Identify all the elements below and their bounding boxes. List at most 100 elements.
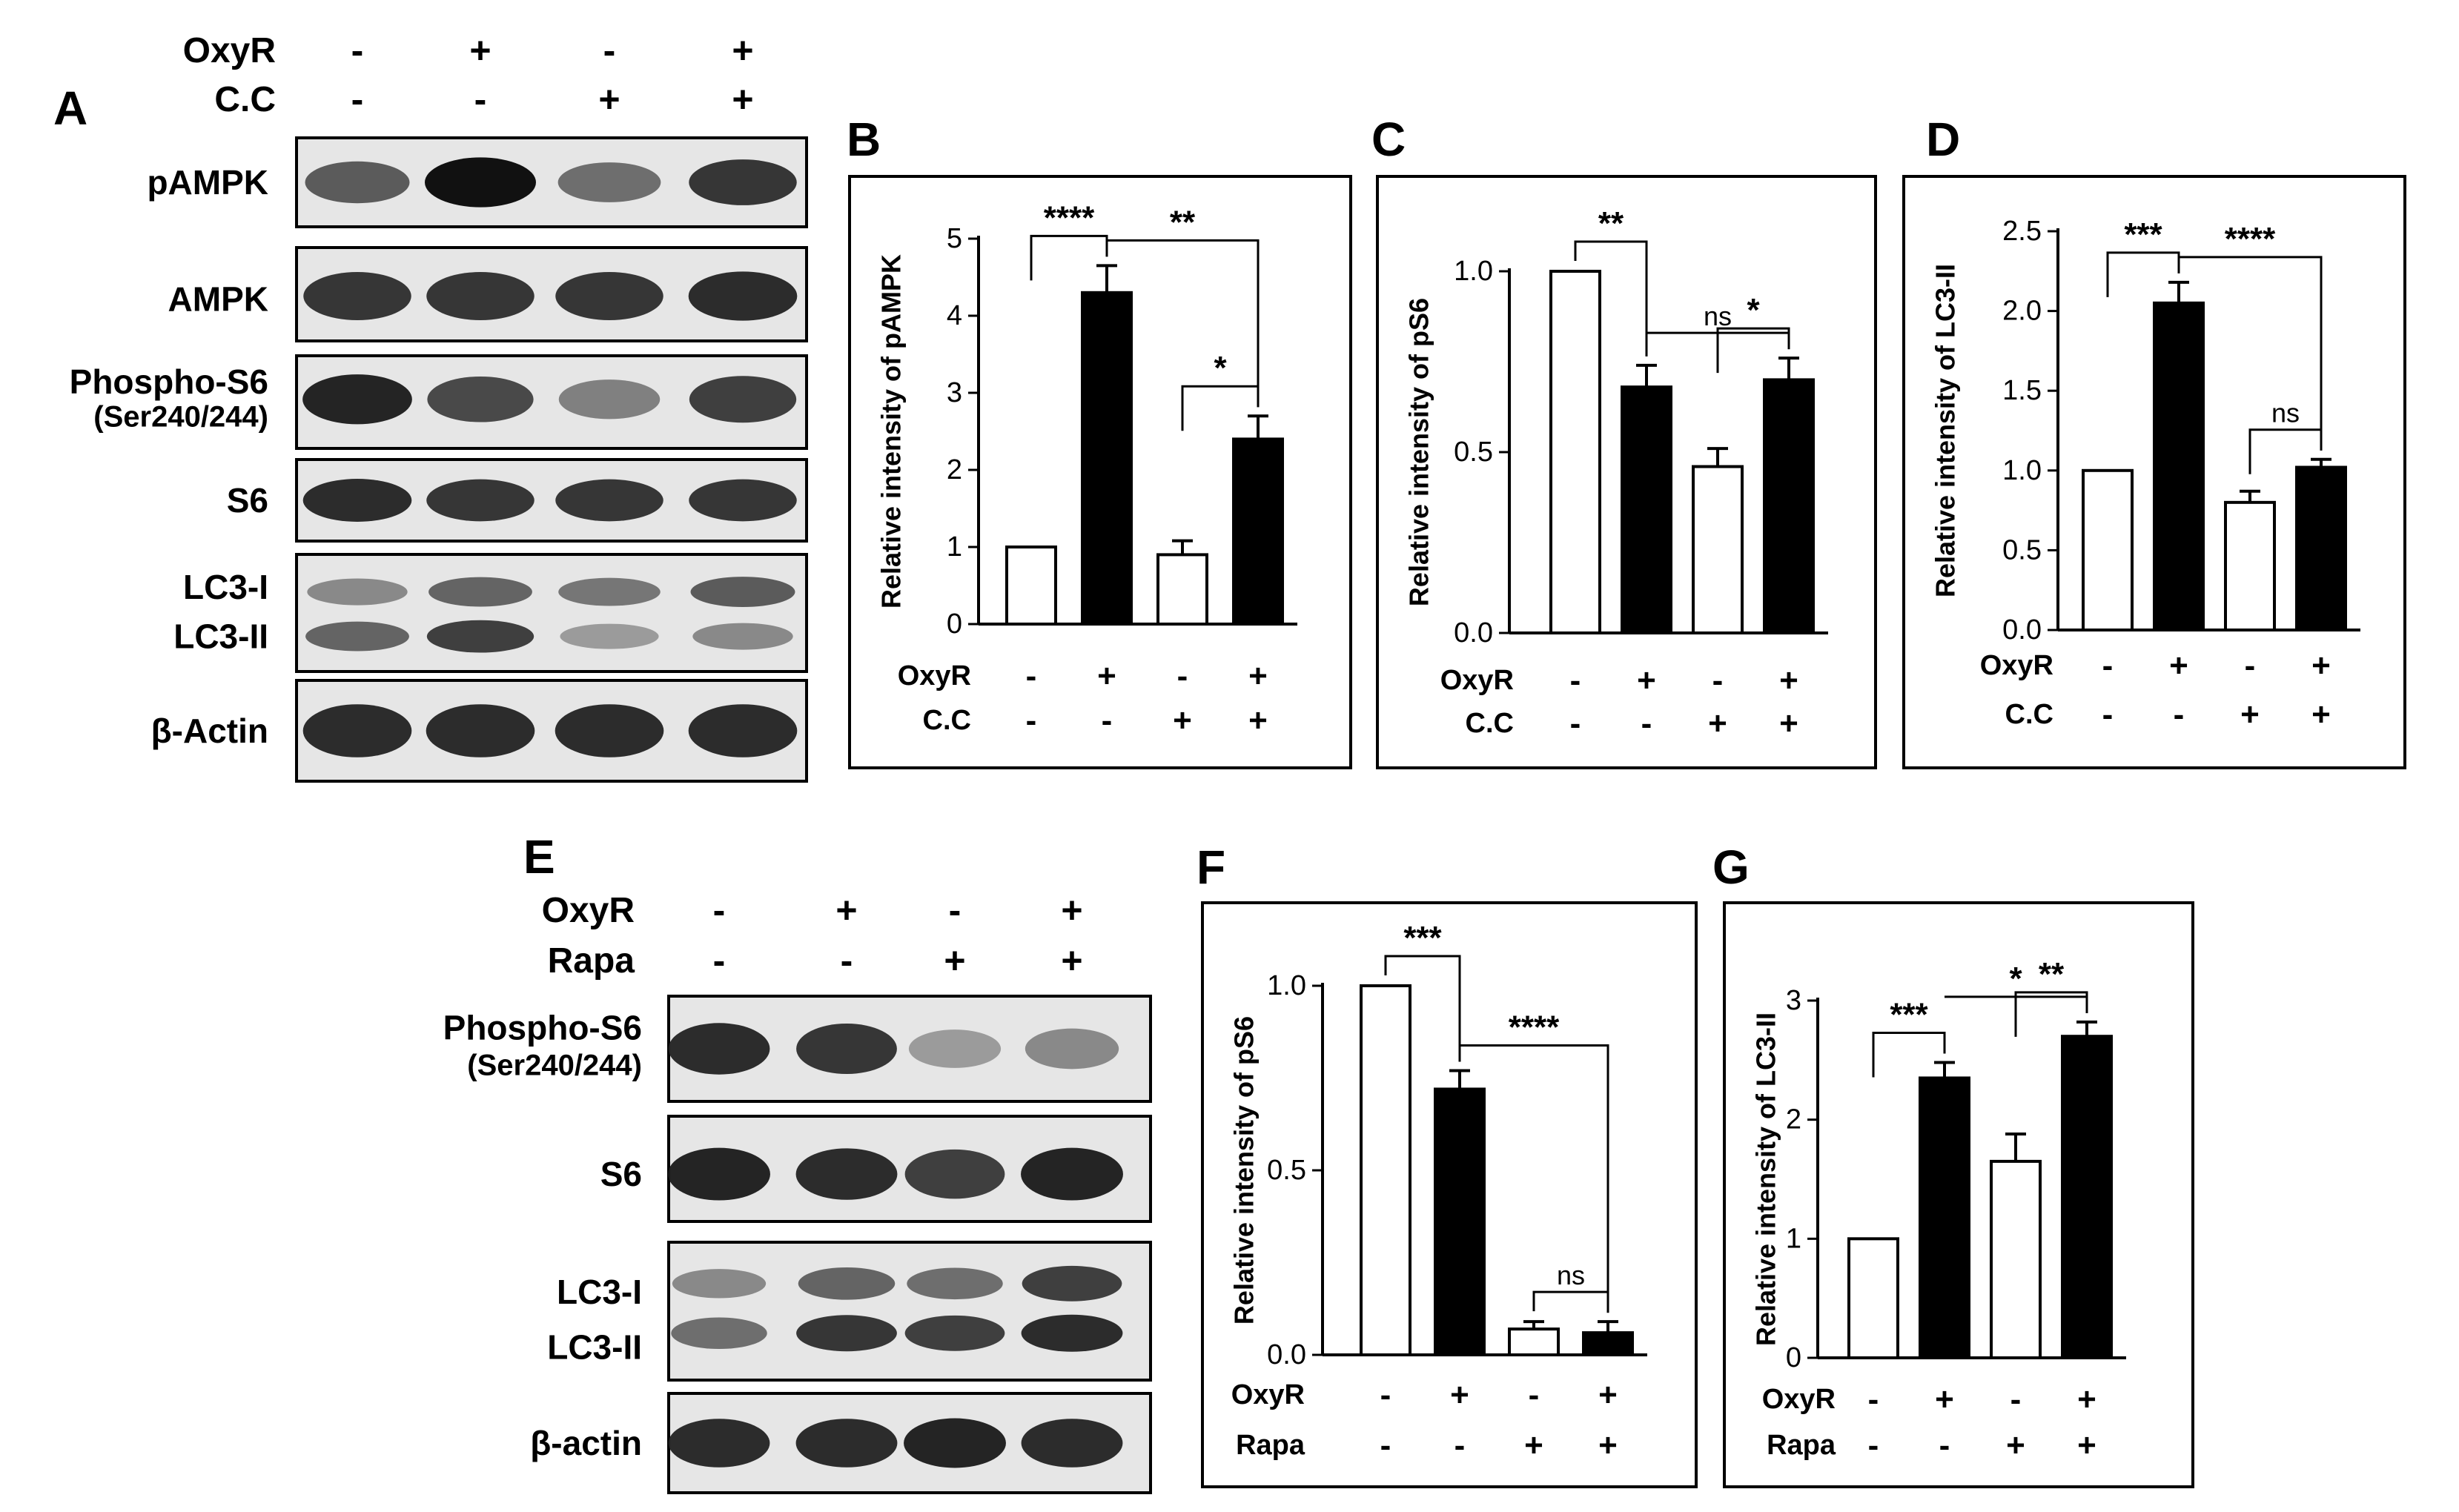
condition-sign: -	[351, 30, 364, 71]
blot-band	[558, 379, 661, 420]
condition-sign: -	[1712, 663, 1724, 699]
blot-strip: S6	[227, 458, 808, 543]
blot-band	[689, 376, 797, 423]
blot-band	[302, 374, 412, 425]
y-tick-label: 0.0	[1267, 1339, 1306, 1370]
blot-label: (Ser240/244)	[93, 401, 268, 434]
condition-sign: +	[732, 79, 753, 120]
condition-sign: -	[1102, 703, 1113, 739]
condition-sign: +	[1779, 663, 1798, 699]
y-axis-label: Relative intensity of pAMPK	[876, 254, 907, 609]
condition-sign: +	[1097, 658, 1116, 694]
condition-sign: -	[1380, 1428, 1391, 1464]
blot-band	[688, 271, 798, 321]
chart-frame	[1201, 901, 1698, 1488]
condition-label-Rapa: Rapa	[1767, 1430, 1836, 1461]
blot-band	[668, 1147, 770, 1201]
condition-sign: +	[1248, 703, 1268, 739]
significance-label: ****	[1044, 199, 1095, 236]
y-tick-label: 2	[1786, 1104, 1801, 1135]
condition-sign: +	[1061, 889, 1082, 931]
blot-band	[1022, 1265, 1122, 1302]
bar	[1582, 1331, 1634, 1356]
bar	[2153, 301, 2205, 631]
y-tick-label: 0.0	[2002, 614, 2042, 646]
y-tick-label: 0	[1786, 1342, 1801, 1373]
blot-band	[307, 578, 408, 606]
blot-label: β-Actin	[151, 712, 268, 750]
blot-band	[555, 704, 664, 757]
condition-sign: +	[1598, 1428, 1618, 1464]
panel-letter: C	[1371, 113, 1406, 166]
significance-bracket	[1460, 1044, 1609, 1313]
condition-sign: +	[1779, 706, 1798, 742]
condition-label-Rapa: Rapa	[1236, 1430, 1305, 1461]
blot-band	[426, 620, 535, 653]
y-tick-label: 1	[947, 531, 962, 563]
significance-label: ***	[2124, 216, 2162, 253]
blot-band	[303, 272, 411, 320]
panel-letter: G	[1712, 840, 1750, 894]
blot-strip: β-actin	[530, 1392, 1152, 1494]
significance-bracket	[1716, 327, 1790, 374]
blot-strip: LC3-I LC3-II	[173, 553, 808, 673]
condition-label-OxyR: OxyR	[1980, 650, 2053, 681]
condition-sign: +	[2311, 648, 2331, 684]
condition-sign: -	[841, 940, 853, 981]
blot-band	[1021, 1314, 1123, 1352]
significance-label: ns	[1704, 301, 1732, 331]
blot-band	[668, 1023, 770, 1075]
blot-band	[305, 161, 410, 204]
condition-sign: +	[1598, 1377, 1618, 1413]
condition-sign: +	[1935, 1382, 1954, 1418]
condition-sign: -	[1380, 1377, 1391, 1413]
y-tick-label: 1.0	[1454, 256, 1493, 287]
condition-sign: +	[2169, 648, 2188, 684]
condition-sign: +	[2077, 1382, 2096, 1418]
y-axis-label: Relative intensity of LC3-II	[1751, 1012, 1781, 1346]
blot-strip: AMPK	[168, 246, 808, 342]
chart-frame	[1376, 175, 1877, 769]
panel-letter: F	[1197, 840, 1225, 894]
condition-sign: -	[1529, 1377, 1540, 1413]
condition-sign: -	[1641, 706, 1652, 742]
blot-band	[557, 162, 661, 202]
condition-sign: +	[1524, 1428, 1543, 1464]
chart-C: C 0.0 0.5 1.0 Relative intensity of pS6 ** ns *…	[1371, 113, 1877, 769]
condition-sign: -	[1177, 658, 1188, 694]
significance-bracket	[1574, 240, 1648, 357]
blot-band	[668, 1419, 770, 1468]
significance-label: ****	[1509, 1009, 1560, 1046]
blot-band	[692, 623, 793, 650]
blot-band	[302, 479, 412, 522]
condition-sign: -	[949, 889, 962, 931]
blot-label: LC3-II	[547, 1327, 642, 1366]
condition-sign: -	[2102, 697, 2114, 733]
y-tick-label: 0.5	[1267, 1155, 1306, 1186]
blot-band	[796, 1024, 897, 1074]
condition-sign: -	[1026, 703, 1037, 739]
panel-letter: B	[847, 113, 881, 166]
bar	[1692, 465, 1744, 635]
blot-band	[426, 479, 535, 522]
condition-label-OxyR: OxyR	[183, 31, 276, 70]
condition-sign: +	[732, 30, 753, 71]
chart-frame	[1902, 175, 2406, 769]
condition-sign: -	[1868, 1382, 1879, 1418]
condition-sign: -	[2245, 648, 2256, 684]
significance-label: ns	[1557, 1260, 1585, 1290]
blot-label: (Ser240/244)	[467, 1050, 642, 1082]
condition-sign: -	[713, 889, 726, 931]
condition-sign: -	[713, 940, 726, 981]
blot-band	[426, 704, 535, 757]
blot-band	[795, 1148, 898, 1200]
condition-sign: -	[1939, 1428, 1950, 1464]
condition-label-C.C: C.C	[2005, 699, 2053, 730]
blot-band	[560, 623, 659, 649]
condition-sign: -	[2010, 1382, 2022, 1418]
condition-sign: +	[944, 940, 965, 981]
significance-bracket	[1107, 239, 1260, 408]
blot-frame	[667, 1241, 1152, 1382]
